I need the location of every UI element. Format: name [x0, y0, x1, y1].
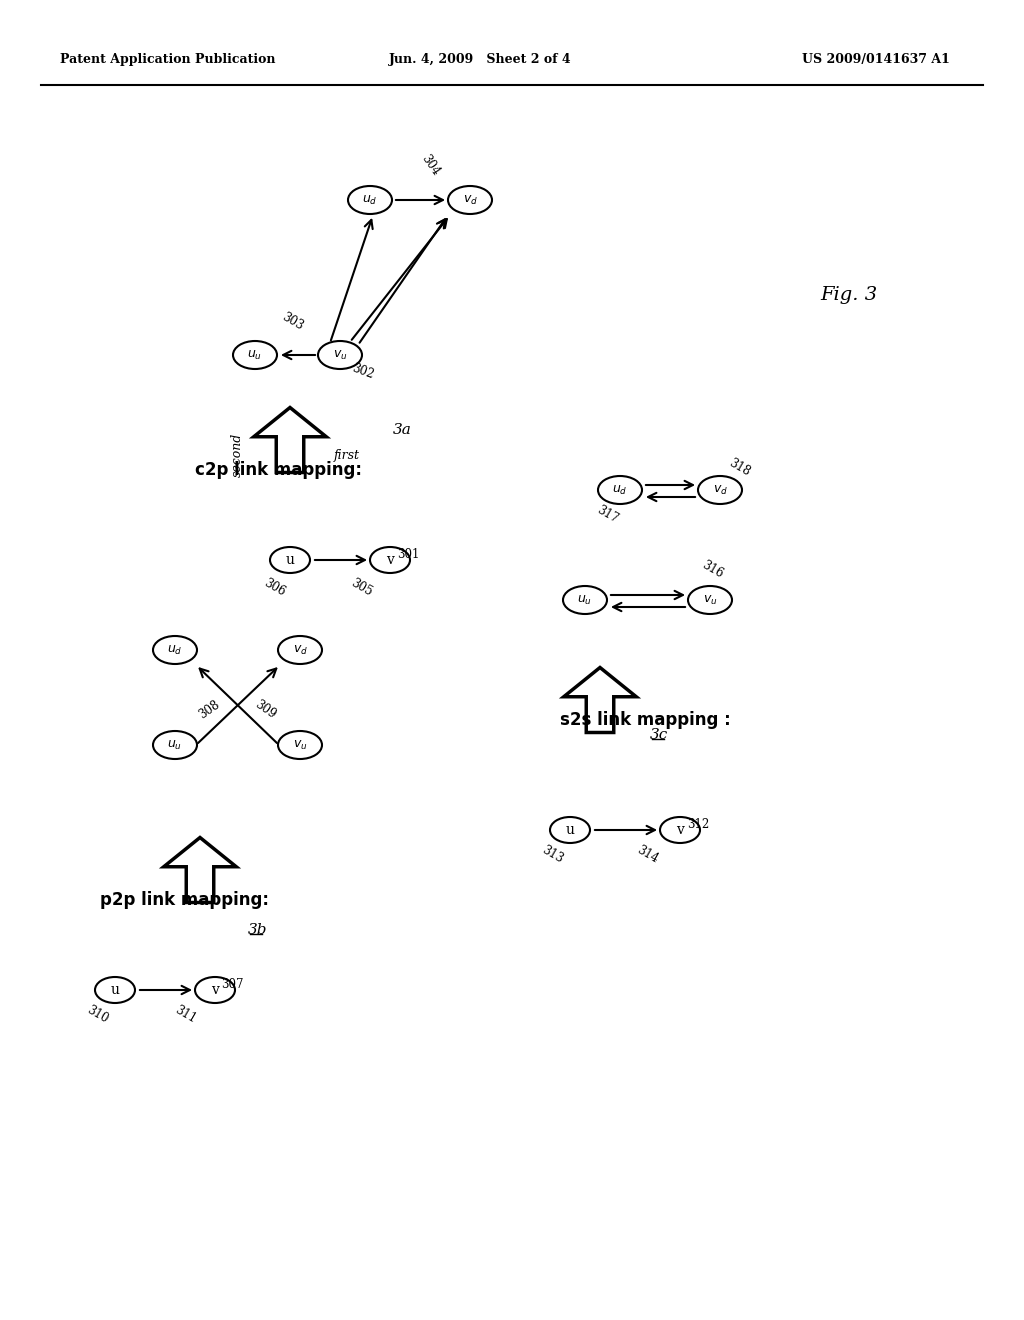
- Text: 3a: 3a: [393, 422, 412, 437]
- Text: $v_d$: $v_d$: [463, 194, 477, 206]
- Text: 317: 317: [595, 504, 621, 527]
- Text: 312: 312: [687, 818, 710, 832]
- Text: 309: 309: [252, 698, 278, 722]
- Text: v: v: [211, 983, 219, 997]
- Text: 313: 313: [540, 843, 566, 866]
- Text: Fig. 3: Fig. 3: [820, 286, 878, 304]
- Text: first: first: [334, 449, 360, 462]
- Text: $u_u$: $u_u$: [248, 348, 262, 362]
- Polygon shape: [254, 408, 327, 473]
- Text: $u_d$: $u_d$: [167, 643, 182, 656]
- Text: v: v: [676, 822, 684, 837]
- Text: p2p link mapping:: p2p link mapping:: [100, 891, 269, 909]
- Text: Jun. 4, 2009   Sheet 2 of 4: Jun. 4, 2009 Sheet 2 of 4: [389, 54, 571, 66]
- Text: $u_u$: $u_u$: [578, 594, 593, 607]
- Text: 301: 301: [397, 549, 419, 561]
- Text: 307: 307: [221, 978, 244, 991]
- Text: c2p link mapping:: c2p link mapping:: [195, 461, 362, 479]
- Text: second: second: [231, 433, 244, 477]
- Text: 310: 310: [85, 1003, 111, 1026]
- Text: 305: 305: [349, 577, 375, 599]
- Text: $u_u$: $u_u$: [168, 738, 182, 751]
- Text: 3c: 3c: [650, 729, 669, 742]
- Text: u: u: [565, 822, 574, 837]
- Text: 302: 302: [350, 362, 376, 381]
- Polygon shape: [564, 668, 636, 733]
- Text: $v_u$: $v_u$: [293, 738, 307, 751]
- Text: 306: 306: [262, 577, 288, 599]
- Text: 304: 304: [418, 152, 441, 178]
- Polygon shape: [164, 837, 237, 903]
- Text: $u_d$: $u_d$: [612, 483, 628, 496]
- Text: 311: 311: [173, 1003, 199, 1026]
- Text: 308: 308: [197, 698, 222, 722]
- Text: v: v: [386, 553, 394, 568]
- Text: $v_d$: $v_d$: [293, 643, 307, 656]
- Text: $v_u$: $v_u$: [702, 594, 717, 607]
- Text: $v_u$: $v_u$: [333, 348, 347, 362]
- Text: $v_d$: $v_d$: [713, 483, 727, 496]
- Text: US 2009/0141637 A1: US 2009/0141637 A1: [802, 54, 950, 66]
- Text: 314: 314: [635, 843, 660, 866]
- Text: 3b: 3b: [248, 923, 267, 937]
- Text: 318: 318: [727, 457, 753, 479]
- Text: u: u: [286, 553, 295, 568]
- Text: 303: 303: [280, 310, 306, 333]
- Text: u: u: [111, 983, 120, 997]
- Text: $u_d$: $u_d$: [362, 194, 378, 206]
- Text: Patent Application Publication: Patent Application Publication: [60, 54, 275, 66]
- Text: s2s link mapping :: s2s link mapping :: [560, 711, 731, 729]
- Text: 316: 316: [700, 558, 726, 581]
